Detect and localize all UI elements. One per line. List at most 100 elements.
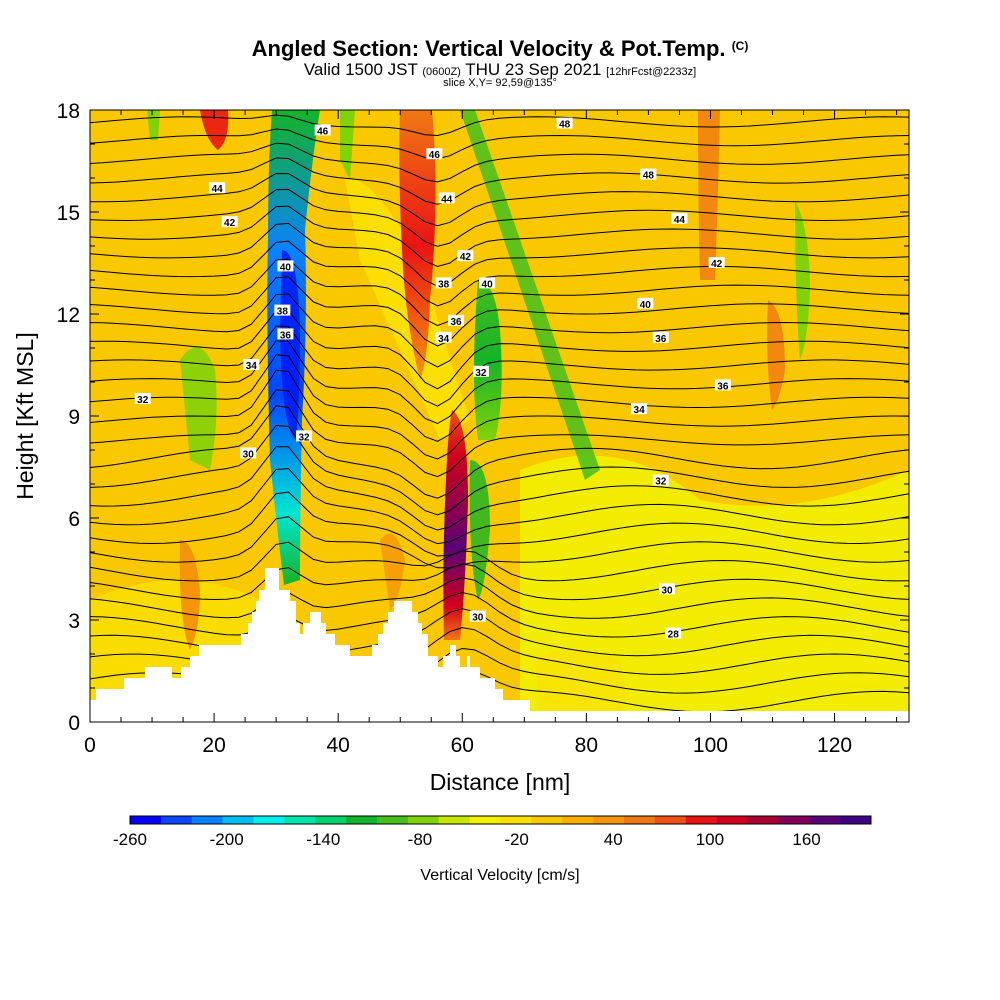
contour-label: 44 — [674, 215, 686, 226]
colorbar-swatch — [191, 816, 223, 824]
colorbar-swatch — [778, 816, 810, 824]
red-column — [399, 110, 436, 380]
isentrope-line — [90, 354, 909, 442]
isentrope-line — [90, 142, 909, 183]
isentrope-line — [90, 591, 909, 638]
y-tick-label: 12 — [57, 304, 80, 327]
isentrope-line — [90, 468, 909, 545]
contour-label: 44 — [441, 194, 453, 205]
contour-label-bg — [637, 297, 654, 309]
contour-label: 46 — [317, 126, 329, 137]
colorbar-swatch — [562, 816, 594, 824]
contour-label-bg — [209, 182, 226, 194]
contour-label: 36 — [280, 330, 292, 341]
contour-label-bg — [314, 124, 331, 136]
colorbar-swatch — [654, 816, 687, 824]
x-tick-label: 60 — [451, 734, 474, 757]
isentrope-line — [90, 325, 909, 407]
downdraft-max — [280, 250, 300, 440]
colorbar-tick-label: 100 — [696, 830, 724, 849]
colorbar-label: Vertical Velocity [cm/s] — [420, 867, 579, 884]
contour-label: 48 — [559, 120, 571, 131]
y-axis-label: Height [Kft MSL] — [12, 332, 38, 499]
colorbar-swatch — [469, 816, 501, 824]
colorbar-swatch — [438, 816, 470, 824]
contour-label-bg — [479, 277, 496, 289]
colorbar-swatch — [624, 816, 656, 824]
isentrope-line — [90, 276, 909, 347]
contour-label-bg — [435, 331, 452, 343]
contour-label-bg — [438, 192, 455, 204]
y-tick-label: 15 — [57, 202, 80, 225]
colorbar-frame — [129, 815, 872, 825]
isentrope-line — [90, 222, 909, 287]
contour-label: 34 — [634, 405, 646, 416]
y-tick-label: 0 — [68, 712, 80, 735]
colorbar-swatch — [747, 816, 779, 824]
contour-label: 40 — [482, 279, 494, 290]
contour-label: 40 — [280, 262, 292, 273]
contour-label-bg — [448, 314, 465, 326]
contour-label: 48 — [643, 171, 655, 182]
red-top-left — [200, 110, 229, 150]
contour-label: 42 — [460, 252, 472, 263]
valid-time-line: Valid 1500 JST (0600Z) THU 23 Sep 2021 [… — [303, 60, 697, 79]
contour-label-bg — [426, 148, 443, 160]
y-tick-label: 18 — [57, 100, 80, 123]
x-tick-label: 0 — [84, 734, 96, 757]
contour-label-bg — [469, 610, 486, 622]
y-tick-label: 6 — [68, 508, 80, 531]
isentrope-line — [90, 240, 909, 307]
colorbar-swatch — [593, 816, 625, 824]
isentrope-line — [90, 340, 909, 425]
isentrope-line — [90, 157, 909, 205]
contour-label-bg — [472, 365, 489, 377]
contour-label-bg — [714, 379, 731, 391]
contour-label: 34 — [246, 361, 258, 372]
green-cell-right — [795, 200, 810, 360]
colorbar-swatch — [253, 816, 285, 824]
colorbar-tick-label: -260 — [113, 830, 147, 849]
isentrope-line — [90, 563, 909, 601]
orange-cell-low-2 — [380, 533, 405, 610]
contour-label: 34 — [438, 334, 450, 345]
contour-label: 32 — [655, 477, 667, 488]
contour-label: 36 — [717, 381, 729, 392]
colorbar: -260 -200 -140 -80 -20 40 100 160 — [113, 815, 872, 849]
isentrope-line — [90, 172, 909, 227]
isentrope-line — [90, 491, 909, 557]
chart-title: Angled Section: Vertical Velocity & Pot.… — [251, 36, 749, 61]
contour-label-bg — [652, 474, 669, 486]
colorbar-swatch — [222, 816, 254, 824]
contour-label-bg — [274, 304, 291, 316]
orange-cell-low — [179, 540, 200, 650]
isentrope-line — [90, 310, 909, 390]
contour-label: 30 — [661, 585, 673, 596]
y-tick-label: 9 — [68, 406, 80, 429]
contour-label: 46 — [429, 150, 441, 161]
colorbar-swatch — [500, 816, 532, 824]
isentrope-line — [90, 577, 909, 619]
contour-label: 32 — [137, 395, 149, 406]
contour-label-bg — [296, 430, 313, 442]
contour-label-bg — [652, 331, 669, 343]
colorbar-swatch — [346, 816, 378, 824]
isentrope-line — [90, 424, 909, 516]
contour-label: 32 — [475, 368, 487, 379]
colorbar-swatch — [809, 816, 841, 824]
x-tick-label: 80 — [575, 734, 598, 757]
contour-label-bg — [243, 359, 260, 370]
contour-label-bg — [640, 168, 657, 180]
contour-label-bg — [708, 257, 725, 268]
contour-label: 30 — [243, 449, 255, 460]
isentrope-line — [90, 114, 909, 137]
colorbar-swatch — [377, 816, 409, 824]
contour-label-bg — [134, 393, 151, 404]
isentrope-line — [90, 541, 909, 582]
contour-label-bg — [240, 447, 257, 459]
colorbar-tick-label: 160 — [792, 830, 820, 849]
contour-label-bg — [435, 277, 452, 289]
